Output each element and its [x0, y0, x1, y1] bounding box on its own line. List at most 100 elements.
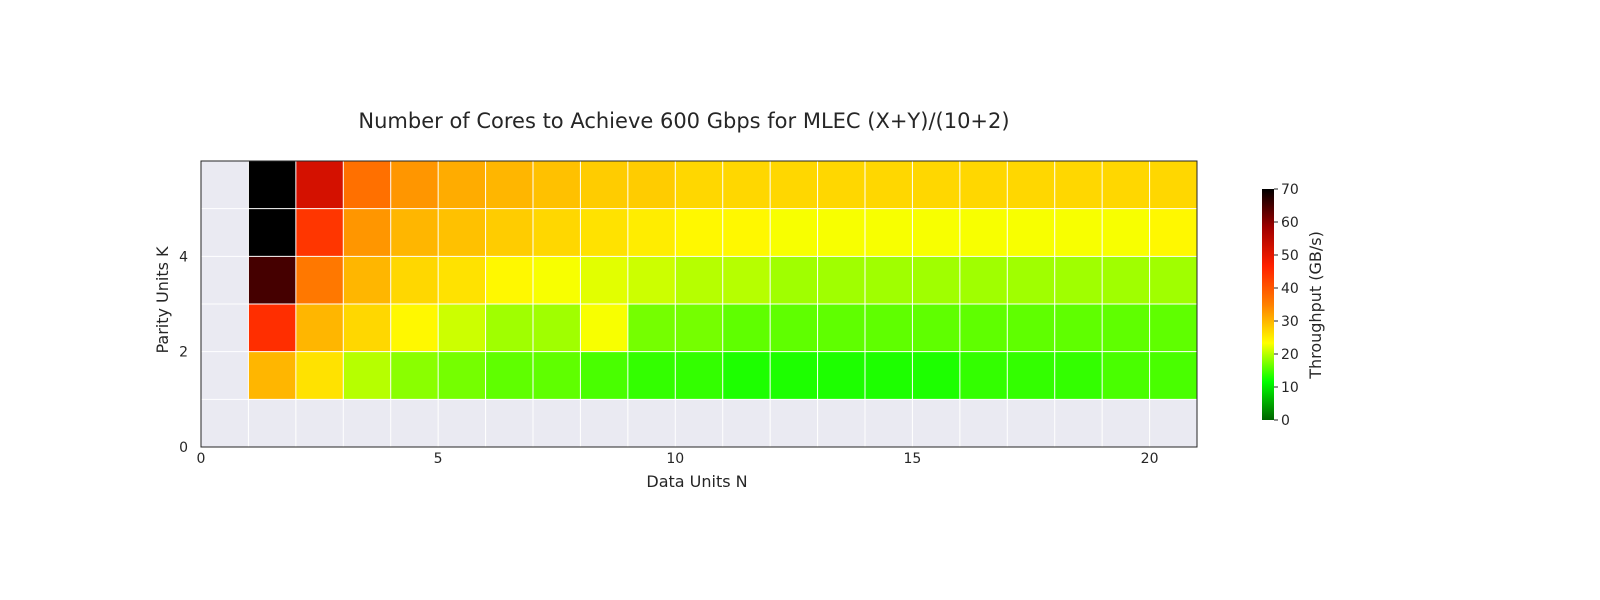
heatmap-cell	[1007, 208, 1055, 257]
heatmap-cell	[770, 208, 818, 257]
x-tick-label: 10	[666, 451, 684, 467]
heatmap-cell	[1149, 161, 1197, 209]
heatmap-cell	[485, 208, 533, 257]
plot-area	[200, 160, 1198, 448]
colorbar-tick-label: 0	[1281, 413, 1290, 429]
heatmap-cell	[770, 351, 818, 400]
heatmap-cell	[248, 208, 296, 257]
heatmap-cell	[722, 161, 771, 209]
heatmap-cell	[627, 256, 676, 304]
colorbar: 0 10 20 30 40 50 60 70	[1262, 182, 1299, 429]
heatmap-cell	[438, 304, 486, 352]
heatmap-cell	[959, 304, 1008, 352]
heatmap-cell	[865, 304, 913, 352]
heatmap-cell	[912, 351, 960, 400]
heatmap-cell	[580, 256, 628, 304]
colorbar-tick-label: 50	[1281, 248, 1299, 264]
heatmap-cell	[248, 161, 296, 209]
heatmap-cell	[485, 161, 533, 209]
heatmap-cell	[248, 304, 296, 352]
heatmap-cell	[1007, 304, 1055, 352]
heatmap-cell	[1054, 161, 1103, 209]
heatmap-cell	[675, 161, 723, 209]
heatmap-cell	[817, 256, 865, 304]
heatmap-cell	[959, 256, 1008, 304]
heatmap-cell	[390, 256, 439, 304]
heatmap-cell	[627, 161, 676, 209]
heatmap-cell	[627, 351, 676, 400]
heatmap-cell	[1102, 351, 1150, 400]
heatmap-cell	[438, 256, 486, 304]
heatmap-cell	[912, 304, 960, 352]
heatmap-cell	[912, 208, 960, 257]
heatmap-cell	[485, 304, 533, 352]
y-tick-label: 0	[179, 440, 188, 456]
heatmap-cell	[865, 208, 913, 257]
heatmap-cell	[438, 351, 486, 400]
heatmap-cell	[1149, 256, 1197, 304]
heatmap-cell	[865, 161, 913, 209]
x-tick-label: 5	[434, 451, 443, 467]
heatmap-cell	[770, 304, 818, 352]
heatmap-cell	[959, 351, 1008, 400]
heatmap-cell	[1102, 304, 1150, 352]
heatmap-cell	[343, 256, 391, 304]
heatmap-cell	[1149, 304, 1197, 352]
heatmap-cell	[343, 304, 391, 352]
heatmap-cell	[390, 208, 439, 257]
heatmap-cell	[1102, 208, 1150, 257]
heatmap-cell	[295, 351, 344, 400]
heatmap-cell	[817, 304, 865, 352]
heatmap-cell	[533, 256, 581, 304]
colorbar-tick-label: 40	[1281, 281, 1299, 297]
heatmap-cell	[675, 256, 723, 304]
heatmap-cell	[1149, 351, 1197, 400]
heatmap-cell	[533, 208, 581, 257]
heatmap-cell	[1007, 351, 1055, 400]
heatmap-cell	[770, 161, 818, 209]
heatmap-cell	[343, 208, 391, 257]
heatmap-cell	[675, 208, 723, 257]
heatmap-cell	[533, 351, 581, 400]
heatmap-cell	[959, 161, 1008, 209]
heatmap-cell	[248, 256, 296, 304]
heatmap-cell	[533, 304, 581, 352]
heatmap-cell	[1102, 161, 1150, 209]
heatmap-cell	[343, 161, 391, 209]
colorbar-tick-label: 30	[1281, 314, 1299, 330]
heatmap-cell	[912, 161, 960, 209]
heatmap-cell	[1054, 351, 1103, 400]
heatmap-cell	[1054, 304, 1103, 352]
x-tick-label: 15	[904, 451, 922, 467]
colorbar-tick-label: 10	[1281, 380, 1299, 396]
heatmap-cell	[722, 208, 771, 257]
heatmap-cell	[295, 256, 344, 304]
heatmap-cell	[295, 161, 344, 209]
colorbar-gradient	[1262, 189, 1274, 420]
heatmap-cell	[722, 351, 771, 400]
colorbar-tick-label: 70	[1281, 182, 1299, 198]
heatmap-cell	[580, 304, 628, 352]
heatmap-cell	[865, 256, 913, 304]
heatmap-cell	[485, 256, 533, 304]
heatmap-cell	[722, 256, 771, 304]
heatmap-cell	[817, 351, 865, 400]
heatmap-cell	[390, 161, 439, 209]
heatmap-cell	[722, 304, 771, 352]
heatmap-cell	[1054, 256, 1103, 304]
colorbar-label: Throughput (GB/s)	[1306, 231, 1325, 380]
heatmap-cell	[1149, 208, 1197, 257]
plot-frame	[200, 160, 1198, 448]
y-axis-label: Parity Units K	[153, 246, 172, 354]
heatmap-cell	[295, 304, 344, 352]
heatmap-cell	[1007, 256, 1055, 304]
x-tick-label: 20	[1141, 451, 1159, 467]
colorbar-tick-label: 20	[1281, 347, 1299, 363]
y-tick-label: 2	[179, 345, 188, 361]
heatmap-cell	[627, 208, 676, 257]
heatmap-cell	[580, 208, 628, 257]
chart-title: Number of Cores to Achieve 600 Gbps for …	[358, 109, 1009, 133]
y-axis: 0 2 4	[179, 249, 188, 456]
heatmap-cell	[817, 161, 865, 209]
